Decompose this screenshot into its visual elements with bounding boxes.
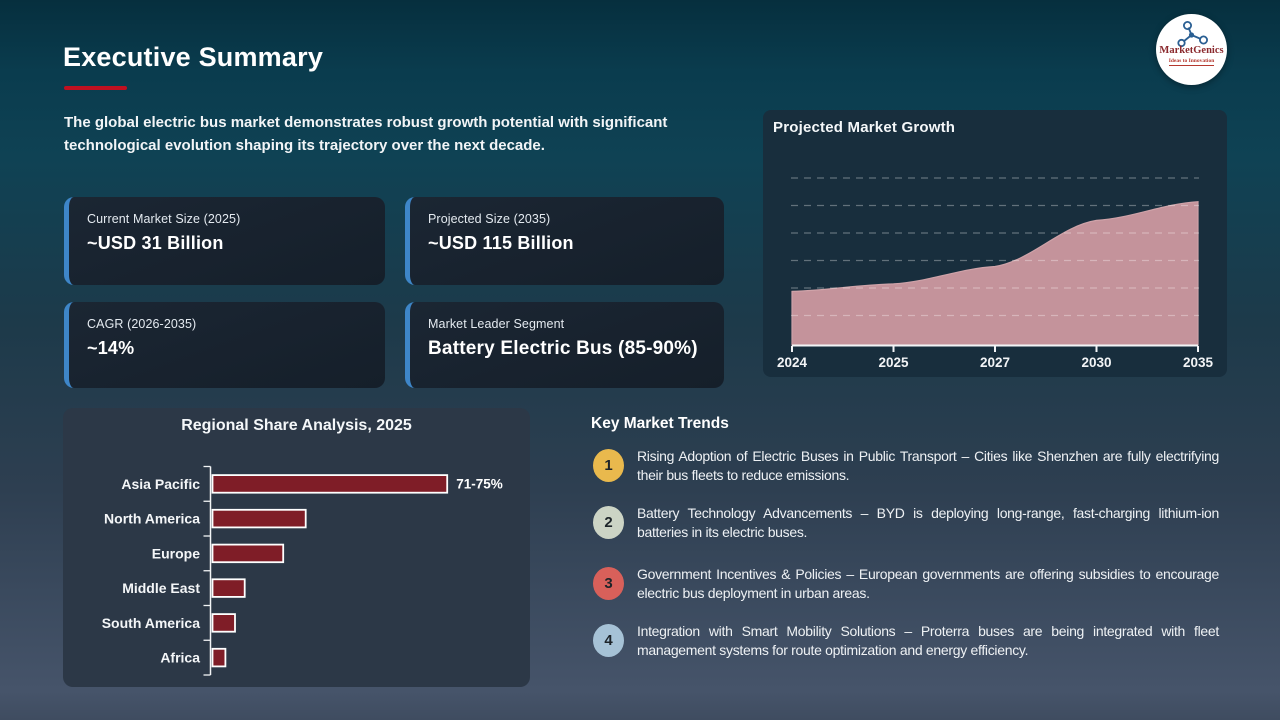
x-tick-label: 2027 [980,355,1010,370]
stat-value: ~USD 31 Billion [87,233,224,253]
x-tick-label: 2035 [1183,355,1214,370]
trend-number-badge: 2 [593,506,624,539]
molecule-icon [1176,21,1208,48]
bar-europe [211,543,285,564]
logo-name: MarketGenics [1159,45,1224,56]
stat-card-current-market-size: Current Market Size (2025) ~USD 31 Billi… [64,197,385,285]
stat-value: ~14% [87,338,135,358]
marketgenics-logo: MarketGenics Ideas to Innovation [1156,14,1227,85]
bar-north-america [211,508,307,529]
category-label: North America [104,511,200,527]
x-tick-label: 2030 [1081,355,1111,370]
trend-item-4: 4 Integration with Smart Mobility Soluti… [593,622,1221,659]
bar-south-america [211,613,236,633]
category-label: Asia Pacific [121,476,200,492]
data-label: 71-75% [456,477,503,492]
stat-value: ~USD 115 Billion [428,233,574,253]
trend-text: Integration with Smart Mobility Solution… [637,623,1219,658]
bar-asia-pacific [211,474,449,494]
stat-label: Market Leader Segment [428,317,565,331]
trend-text: Battery Technology Advancements – BYD is… [637,505,1219,540]
trend-item-1: 1 Rising Adoption of Electric Buses in P… [593,447,1221,484]
regional-chart-title: Regional Share Analysis, 2025 [181,417,412,434]
key-market-trends-title: Key Market Trends [591,415,729,432]
growth-chart-title: Projected Market Growth [773,119,956,136]
title-underline [64,86,127,90]
trend-number-badge: 4 [593,624,624,657]
trend-text: Government Incentives & Policies – Europ… [637,566,1219,601]
growth-area [791,201,1199,346]
stat-label: CAGR (2026-2035) [87,317,197,331]
intro-paragraph: The global electric bus market demonstra… [64,114,668,154]
category-label: Europe [152,545,200,561]
projected-market-growth-card: 2024 2025 2027 2030 2035 Projected Market Gr… [763,110,1227,377]
stat-card-cagr: CAGR (2026-2035) ~14% [64,302,385,388]
regional-share-bar-chart: Asia Pacific 71-75% North America Europe Mid… [102,465,503,676]
bar-africa [211,647,227,668]
x-tick-label: 2024 [777,355,808,370]
bar-middle-east [211,578,246,598]
x-tick-label: 2025 [878,355,909,370]
category-label: South America [102,615,200,631]
trend-item-3: 3 Government Incentives & Policies – Eur… [593,565,1221,602]
stat-card-market-leader-segment: Market Leader Segment Battery Electric B… [405,302,724,388]
stat-value: Battery Electric Bus (85-90%) [428,338,698,359]
stat-label: Projected Size (2035) [428,212,551,226]
projected-market-growth-chart: 2024 2025 2027 2030 2035 [777,177,1214,370]
stat-card-projected-size: Projected Size (2035) ~USD 115 Billion [405,197,724,285]
trend-text: Rising Adoption of Electric Buses in Pub… [637,448,1219,483]
trend-number-badge: 3 [593,567,624,600]
stat-label: Current Market Size (2025) [87,212,241,226]
page-title: Executive Summary [63,42,324,72]
category-label: Middle East [122,580,200,596]
category-label: Africa [160,650,200,666]
regional-share-card: Asia Pacific 71-75% North America Europe Mid… [63,408,530,687]
logo-tagline: Ideas to Innovation [1168,58,1215,66]
trend-item-2: 2 Battery Technology Advancements – BYD … [593,504,1221,541]
trend-number-badge: 1 [593,449,624,482]
